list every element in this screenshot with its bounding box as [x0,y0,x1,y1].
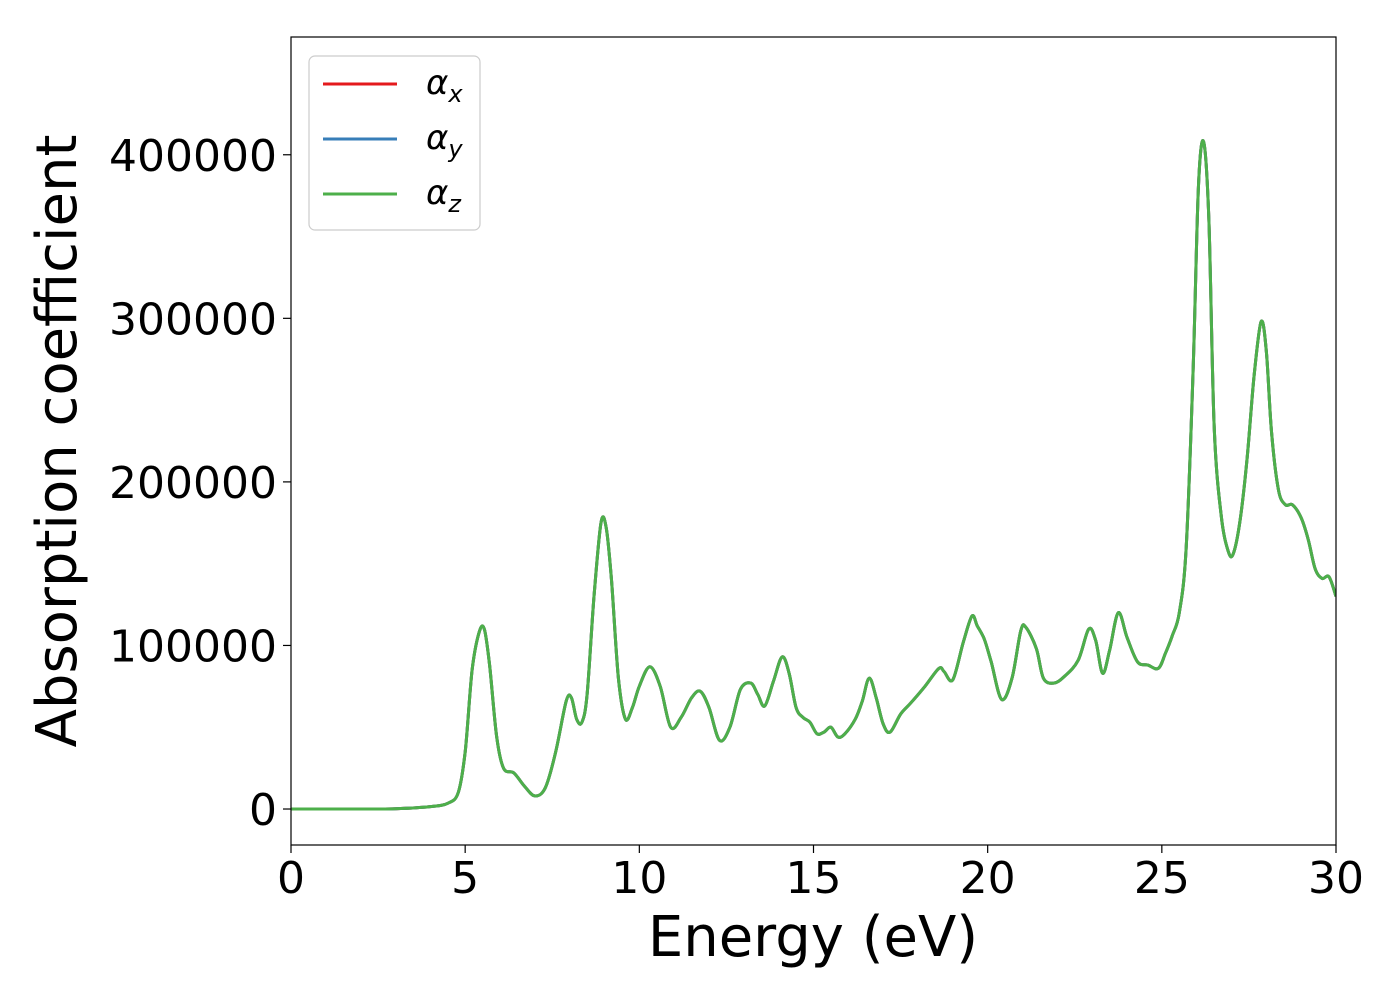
y-axis: 0 100000 200000 300000 400000 [109,131,291,836]
legend: αx αy αz [308,55,481,231]
legend-label-2: αy [426,118,463,163]
x-tick-label: 25 [1134,853,1190,904]
x-tick-label: 15 [786,853,842,904]
y-tick-label: 400000 [109,131,277,182]
y-tick-label: 200000 [109,458,277,509]
series-line-3 [291,139,1336,811]
x-tick-label: 0 [277,853,305,904]
x-tick-label: 5 [451,853,479,904]
x-axis: 0 5 10 15 20 25 30 [277,845,1364,904]
legend-label-3: αz [426,173,462,218]
y-tick-label: 300000 [109,294,277,345]
x-tick-label: 20 [960,853,1016,904]
x-axis-title: Energy (eV) [648,905,978,970]
series-layer [291,139,1336,811]
y-tick-label: 0 [249,785,277,836]
y-axis-title: Absorption coefficient [25,135,90,748]
x-tick-label: 10 [611,853,667,904]
legend-label-1: αx [426,63,463,108]
y-tick-label: 100000 [109,621,277,672]
x-tick-label: 30 [1308,853,1364,904]
legend-box [308,55,481,231]
